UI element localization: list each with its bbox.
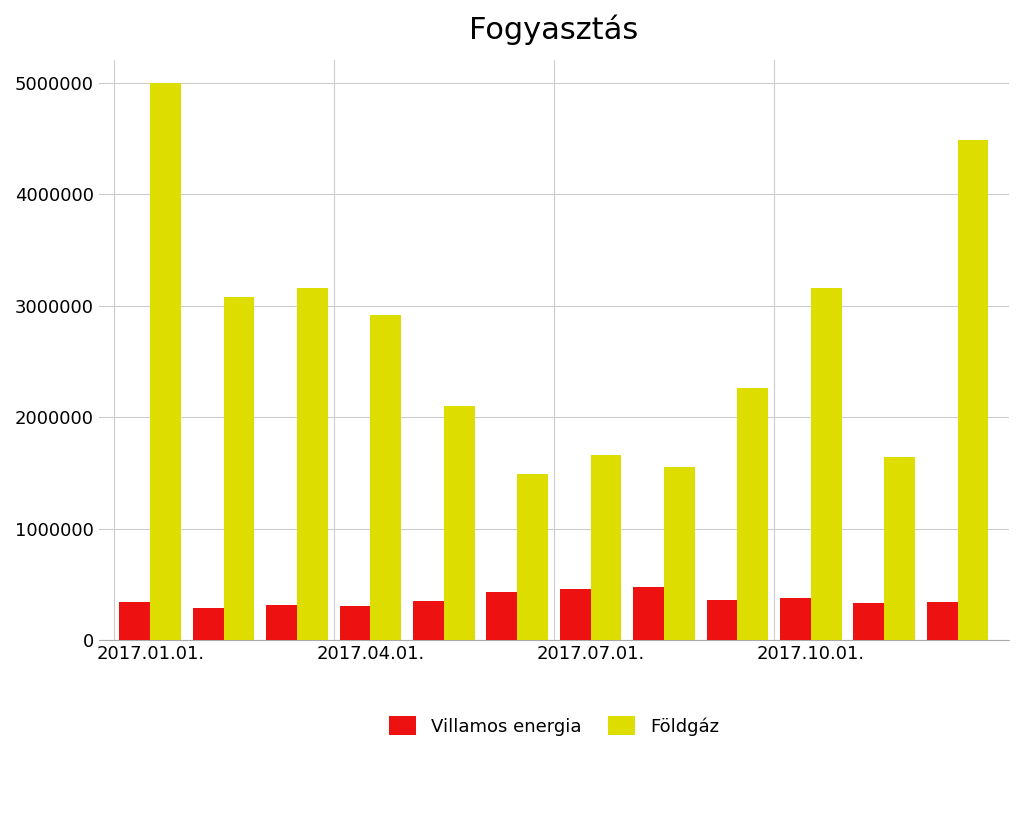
Bar bbox=[560, 589, 591, 640]
Bar bbox=[707, 600, 737, 640]
Title: Fogyasztás: Fogyasztás bbox=[469, 15, 639, 46]
Bar bbox=[737, 388, 768, 640]
Bar bbox=[957, 140, 988, 640]
Bar bbox=[927, 602, 957, 640]
Bar bbox=[633, 587, 664, 640]
Bar bbox=[193, 608, 223, 640]
Bar bbox=[517, 474, 548, 640]
Bar bbox=[443, 406, 475, 640]
Bar bbox=[266, 605, 297, 640]
Bar bbox=[413, 601, 443, 640]
Legend: Villamos energia, Földgáz: Villamos energia, Földgáz bbox=[380, 707, 728, 745]
Bar bbox=[371, 315, 401, 640]
Bar bbox=[853, 603, 884, 640]
Bar bbox=[780, 598, 811, 640]
Bar bbox=[151, 83, 181, 640]
Bar bbox=[486, 592, 517, 640]
Bar bbox=[591, 455, 622, 640]
Bar bbox=[884, 457, 915, 640]
Bar bbox=[120, 602, 151, 640]
Bar bbox=[340, 606, 371, 640]
Bar bbox=[811, 288, 842, 640]
Bar bbox=[297, 288, 328, 640]
Bar bbox=[223, 297, 255, 640]
Bar bbox=[664, 467, 695, 640]
